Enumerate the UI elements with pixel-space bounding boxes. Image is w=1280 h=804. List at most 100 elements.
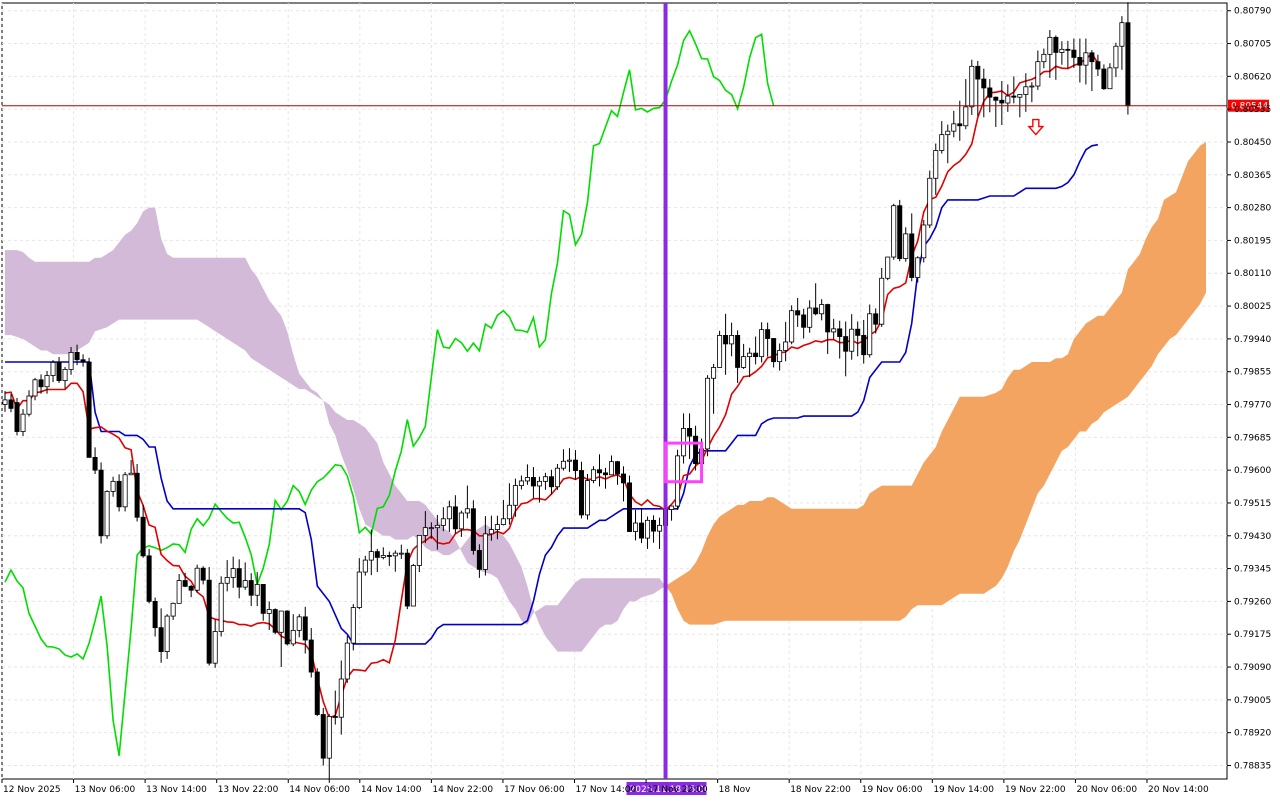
candle	[392, 550, 398, 572]
candle	[693, 425, 699, 471]
candle-body	[741, 356, 747, 368]
candle	[332, 690, 338, 725]
candle-body	[518, 480, 524, 486]
y-tick-label: 0.79855	[1234, 368, 1271, 378]
candle-body	[218, 582, 224, 632]
candle-body	[1023, 86, 1029, 95]
candle	[500, 499, 506, 526]
candle-body	[146, 555, 152, 602]
candle-body	[807, 307, 813, 328]
candle-body	[464, 508, 470, 514]
candle	[1071, 38, 1077, 68]
candle-body	[176, 580, 182, 604]
y-tick-label: 0.79090	[1234, 663, 1271, 673]
candle-body	[927, 177, 933, 226]
candle-body	[98, 469, 104, 537]
candle-body	[831, 328, 837, 333]
signal-highlight-box	[664, 441, 704, 484]
candle-body	[783, 341, 789, 351]
candle-body	[747, 352, 753, 358]
candle	[633, 509, 639, 541]
candle-body	[494, 524, 500, 530]
candle-body	[260, 584, 266, 614]
candle	[512, 478, 518, 517]
candle	[657, 517, 663, 549]
candle	[542, 472, 548, 490]
candle	[158, 608, 164, 663]
candle-body	[104, 490, 110, 537]
candle	[1107, 63, 1113, 90]
candle	[212, 619, 218, 668]
candle-body	[332, 716, 338, 718]
candle-body	[452, 506, 458, 530]
candle	[915, 256, 921, 283]
candle	[224, 560, 230, 592]
candle-body	[206, 579, 212, 664]
candle-body	[981, 78, 987, 89]
candle-body	[92, 457, 98, 471]
candle	[741, 343, 747, 369]
candle	[951, 110, 957, 138]
candle	[584, 474, 590, 520]
candle	[122, 472, 128, 512]
candle-body	[248, 580, 254, 596]
candle	[1113, 42, 1119, 78]
candle-body	[1089, 52, 1095, 63]
candle-body	[362, 559, 368, 573]
candle-body	[488, 529, 494, 535]
candle	[753, 336, 759, 365]
candle-body	[314, 671, 320, 715]
candle	[867, 304, 873, 358]
candle	[975, 60, 981, 117]
candle	[326, 714, 332, 783]
candle	[783, 321, 789, 362]
candle-body	[8, 399, 14, 409]
candle-body	[398, 552, 404, 555]
candle-body	[164, 615, 170, 652]
candle	[554, 463, 560, 490]
candle-body	[302, 616, 308, 641]
candle-body	[116, 480, 122, 508]
candle	[518, 475, 524, 490]
y-tick-label: 0.79005	[1234, 696, 1271, 706]
candle	[416, 534, 422, 573]
candle	[1095, 54, 1101, 76]
candle	[374, 548, 380, 573]
candle	[723, 313, 729, 375]
candle-body	[284, 610, 290, 645]
candle-body	[879, 277, 885, 325]
candle	[38, 374, 44, 394]
candle	[963, 79, 969, 130]
candle	[1065, 40, 1071, 69]
candle-body	[1047, 36, 1053, 55]
candle	[651, 515, 657, 543]
candle	[308, 628, 314, 678]
candle	[32, 377, 38, 401]
candle-body	[801, 314, 807, 328]
candle	[705, 375, 711, 457]
candle-body	[50, 362, 56, 376]
candle-body	[80, 359, 86, 363]
candle	[164, 614, 170, 659]
candle	[861, 319, 867, 364]
candle	[422, 511, 428, 544]
candle	[236, 559, 242, 599]
candle	[368, 529, 374, 576]
candle	[837, 320, 843, 359]
candle-body	[446, 506, 452, 520]
candle	[735, 330, 741, 383]
y-tick-label: 0.79685	[1234, 433, 1271, 443]
y-tick-label: 0.80110	[1234, 269, 1271, 279]
candle-body	[819, 304, 825, 315]
candle-body	[903, 233, 909, 259]
y-tick-label: 0.79345	[1234, 565, 1271, 575]
candle-body	[711, 367, 717, 379]
y-tick-label: 0.79770	[1234, 401, 1271, 411]
y-tick-label: 0.79175	[1234, 630, 1271, 640]
candle	[765, 322, 771, 357]
candle	[140, 504, 146, 558]
x-tick-label: 20 Nov 06:00	[1076, 785, 1137, 795]
current-price-tag	[1228, 99, 1269, 112]
candle	[909, 213, 915, 282]
